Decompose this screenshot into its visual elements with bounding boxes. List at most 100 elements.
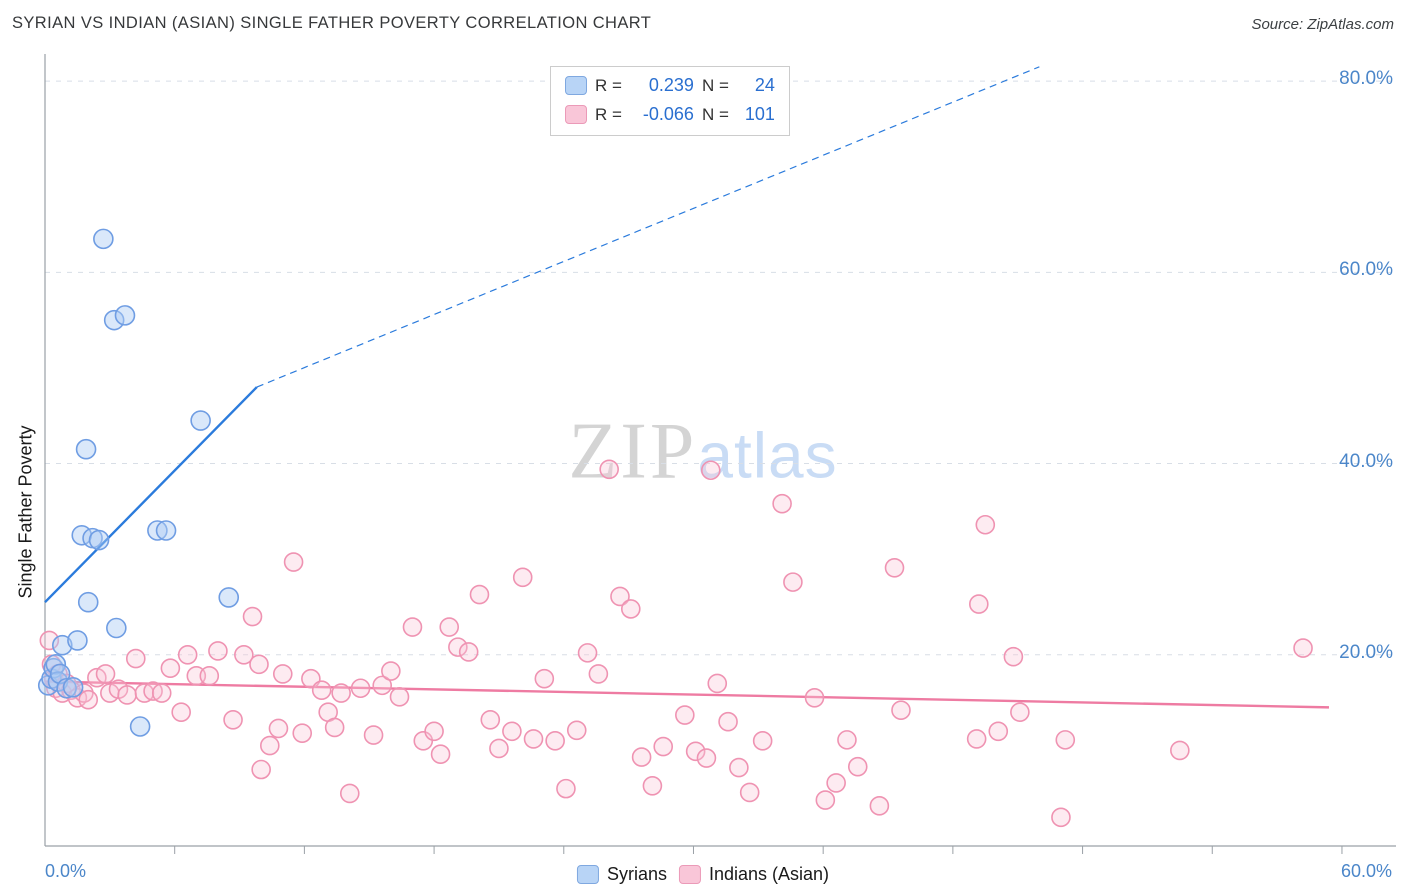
scatter-point-syrians	[114, 305, 136, 326]
scatter-point-syrians	[190, 410, 211, 431]
scatter-point-syrians	[88, 529, 110, 551]
syrians-swatch-icon	[576, 865, 599, 884]
scatter-point-indians-asian	[556, 778, 576, 799]
scatter-point-indians-asian	[78, 689, 99, 710]
scatter-point-indians-asian	[620, 599, 641, 619]
scatter-point-indians-asian	[249, 654, 269, 675]
scatter-point-indians-asian	[523, 729, 544, 749]
scatter-point-indians-asian	[292, 723, 313, 743]
scatter-point-indians-asian	[389, 687, 410, 707]
scatter-point-indians-asian	[631, 747, 652, 767]
scatter-point-indians-asian	[469, 584, 490, 605]
scatter-point-indians-asian	[1010, 702, 1030, 722]
scatter-point-indians-asian	[439, 617, 460, 637]
scatter-point-indians-asian	[339, 783, 360, 804]
scatter-point-indians-asian	[430, 744, 451, 765]
scatter-point-indians-asian	[783, 572, 803, 592]
scatter-point-indians-asian	[1055, 730, 1076, 750]
scatter-point-indians-asian	[642, 775, 663, 796]
scatter-point-indians-asian	[242, 606, 263, 627]
scatter-point-indians-asian	[653, 736, 674, 757]
scatter-point-indians-asian	[234, 644, 254, 665]
scatter-point-indians-asian	[837, 730, 857, 750]
r-label: R =	[595, 104, 622, 124]
legend-row-indians: R = -0.066 N = 101	[561, 100, 779, 129]
scatter-point-syrians	[51, 634, 73, 656]
scatter-point-indians-asian	[39, 630, 60, 651]
y-axis-tick-label: 40.0%	[1339, 450, 1393, 472]
scatter-point-indians-asian	[272, 664, 293, 684]
scatter-point-indians-asian	[729, 757, 749, 778]
scatter-point-syrians	[218, 587, 240, 608]
x-axis-tick-label-max: 60.0%	[1340, 861, 1392, 881]
r-value-syrians: 0.239	[648, 75, 694, 95]
trend-line	[44, 386, 258, 604]
trend-line-extrapolated	[256, 66, 1040, 388]
scatter-point-indians-asian	[988, 721, 1009, 742]
scatter-point-indians-asian	[268, 718, 289, 739]
scatter-point-syrians	[129, 716, 151, 737]
scatter-point-syrians	[106, 617, 127, 639]
scatter-point-indians-asian	[685, 741, 706, 762]
scatter-point-indians-asian	[381, 661, 401, 681]
syrians-swatch-icon	[565, 76, 587, 95]
scatter-point-syrians	[77, 591, 99, 613]
indians-swatch-icon	[678, 865, 701, 884]
scatter-point-indians-asian	[363, 725, 384, 745]
scatter-point-syrians	[155, 520, 177, 541]
scatter-point-indians-asian	[1003, 646, 1024, 667]
y-axis-tick-label: 20.0%	[1339, 641, 1393, 663]
scatter-point-syrians	[93, 228, 114, 250]
n-label: N =	[701, 104, 729, 124]
scatter-point-indians-asian	[350, 678, 371, 699]
scatter-point-indians-asian	[223, 709, 243, 730]
scatter-point-indians-asian	[448, 637, 468, 657]
scatter-point-indians-asian	[424, 721, 444, 742]
scatter-point-indians-asian	[739, 782, 760, 803]
legend-item-indians: Indians (Asian)	[678, 864, 830, 885]
legend-label-indians: Indians (Asian)	[708, 864, 830, 884]
scatter-point-indians-asian	[95, 664, 116, 684]
scatter-point-indians-asian	[324, 717, 345, 738]
scatter-point-indians-asian	[700, 460, 721, 481]
scatter-point-indians-asian	[402, 617, 423, 637]
scatter-point-indians-asian	[610, 586, 630, 607]
x-axis-tick-label-min: 0.0%	[45, 861, 87, 881]
scatter-point-indians-asian	[458, 642, 479, 662]
scatter-point-indians-asian	[489, 738, 509, 759]
scatter-point-indians-asian	[171, 702, 191, 722]
scatter-point-indians-asian	[707, 673, 728, 694]
scatter-point-indians-asian	[177, 644, 198, 665]
r-value-indians: -0.066	[642, 104, 694, 124]
scatter-point-indians-asian	[884, 557, 905, 578]
scatter-point-indians-asian	[311, 680, 332, 700]
scatter-point-indians-asian	[599, 459, 619, 480]
scatter-point-indians-asian	[251, 759, 271, 780]
y-axis-tick-label: 60.0%	[1339, 259, 1393, 281]
scatter-point-indians-asian	[512, 567, 533, 588]
scatter-point-indians-asian	[847, 756, 868, 777]
scatter-point-syrians	[56, 677, 77, 699]
scatter-point-indians-asian	[577, 643, 598, 663]
scatter-point-indians-asian	[160, 658, 181, 678]
scatter-point-syrians	[62, 676, 84, 698]
scatter-point-indians-asian	[752, 731, 773, 751]
scatter-point-indians-asian	[502, 721, 522, 742]
indians-swatch-icon	[565, 105, 587, 124]
scatter-point-indians-asian	[969, 594, 989, 614]
scatter-point-indians-asian	[869, 796, 890, 816]
scatter-point-indians-asian	[1051, 807, 1071, 828]
scatter-point-indians-asian	[331, 683, 351, 703]
n-value-syrians: 24	[754, 75, 775, 95]
scatter-point-syrians	[147, 520, 168, 541]
scatter-point-indians-asian	[772, 493, 792, 514]
legend-label-syrians: Syrians	[606, 864, 667, 884]
source-attribution: Source: ZipAtlas.com	[1251, 16, 1394, 33]
scatter-point-syrians	[75, 438, 97, 460]
scatter-point-indians-asian	[372, 675, 393, 696]
page-title: SYRIAN VS INDIAN (ASIAN) SINGLE FATHER P…	[12, 14, 652, 32]
scatter-point-indians-asian	[480, 709, 501, 730]
n-value-indians: 101	[744, 104, 775, 124]
